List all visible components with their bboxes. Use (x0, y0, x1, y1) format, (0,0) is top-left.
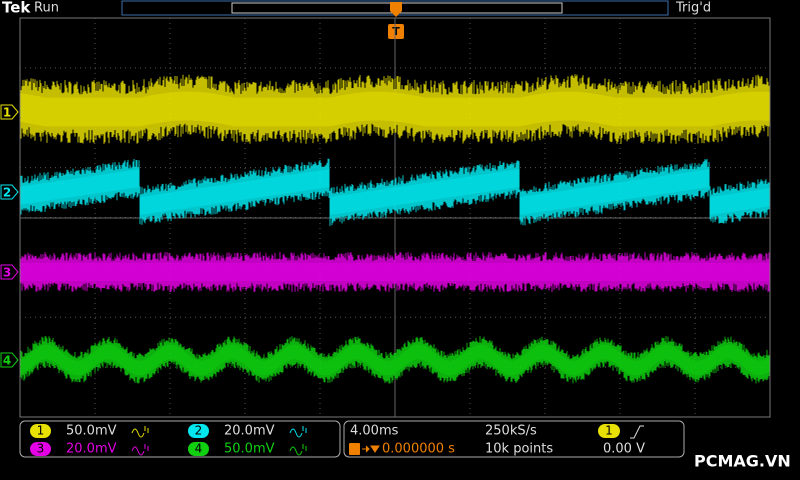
channel-badge-label: 1 (37, 424, 45, 438)
trigger-source: 1 (605, 424, 613, 438)
bandwidth-icon (289, 426, 307, 438)
waveforms (20, 74, 770, 384)
channel-marker-label: 2 (3, 186, 11, 200)
run-status: Run (34, 1, 59, 16)
channel-badge (30, 442, 51, 456)
bandwidth-icon (131, 444, 149, 456)
waveform-core (20, 91, 770, 127)
trigger-status: Trig'd (675, 1, 711, 16)
position-arrow (362, 445, 380, 453)
horizontal-panel (343, 420, 685, 458)
waveform-core (20, 263, 770, 281)
channel-scale: 50.0mV (66, 424, 117, 439)
channel-markers: 1 2 3 4 (0, 104, 19, 368)
channel-badge (188, 442, 209, 456)
time-div: 4.00ms (350, 424, 399, 439)
waveform-core (20, 344, 770, 376)
channel-badge-label: 3 (37, 442, 45, 456)
trigger-source-badge (598, 424, 620, 438)
brand: Tek (2, 0, 31, 17)
channel-scale: 20.0mV (66, 442, 117, 457)
channel-badge (30, 424, 51, 438)
channel-badge-label: 4 (195, 442, 203, 456)
channel-badge (188, 424, 209, 438)
channel-marker-label: 4 (3, 354, 11, 368)
trigger-marker: T (392, 25, 400, 38)
watermark: PCMAG.VN (694, 452, 791, 471)
trigger-marker-box (388, 24, 404, 39)
bandwidth-icon (131, 426, 149, 438)
channel-scale: 20.0mV (224, 424, 275, 439)
sample-rate: 250kS/s (485, 424, 537, 439)
channel-badge-label: 2 (195, 424, 203, 438)
position-icon (349, 443, 360, 455)
waveform-core (20, 169, 770, 215)
channel-scale: 50.0mV (224, 442, 275, 457)
channel-settings: 1 50.0mV 2 20.0mV 3 20.0mV 4 50.0mV (30, 424, 307, 457)
channel-marker (0, 184, 19, 200)
trigger-level: 0.00 V (603, 442, 645, 457)
channel-marker (0, 352, 19, 368)
trigger-position-icon (390, 2, 402, 17)
channel-marker (0, 104, 19, 120)
channel-marker (0, 264, 19, 280)
trigger-edge-icon (630, 425, 644, 439)
horizontal-position: 0.000000 s (382, 442, 455, 457)
record-length: 10k points (485, 442, 553, 457)
vertical-panel (19, 420, 341, 458)
channel-marker-label: 1 (3, 106, 11, 120)
bandwidth-icon (289, 444, 307, 456)
channel-marker-label: 3 (3, 266, 11, 280)
